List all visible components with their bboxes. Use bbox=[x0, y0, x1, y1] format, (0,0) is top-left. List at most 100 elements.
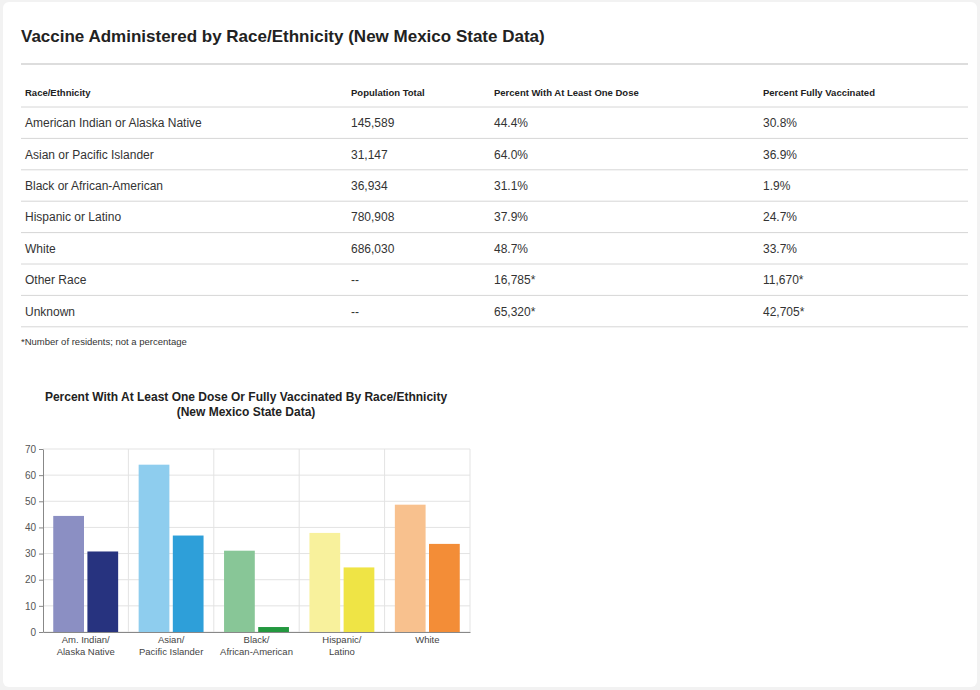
row-rule bbox=[21, 264, 968, 265]
column-header: Population Total bbox=[351, 87, 425, 98]
tick-label: Am. Indian/Alaska Native bbox=[57, 634, 115, 656]
tick-mark bbox=[39, 475, 43, 476]
table-cell: American Indian or Alaska Native bbox=[25, 116, 202, 130]
grid-line-vertical bbox=[128, 449, 129, 632]
table-cell: Unknown bbox=[25, 305, 75, 319]
table-cell: 65,320* bbox=[494, 305, 536, 319]
bars bbox=[53, 465, 460, 632]
axis-line bbox=[44, 632, 471, 633]
bar bbox=[87, 551, 118, 632]
tick-mark bbox=[39, 501, 43, 502]
table-cell: 24.7% bbox=[763, 210, 797, 224]
table-cell: 686,030 bbox=[351, 242, 395, 256]
footnote: *Number of residents; not a percentage bbox=[21, 336, 187, 347]
grid-line-vertical bbox=[213, 449, 214, 632]
table-cell: 30.8% bbox=[763, 116, 797, 130]
table-cell: 42,705* bbox=[763, 305, 805, 319]
row-rule bbox=[21, 107, 968, 108]
tick: Asian/Pacific Islander bbox=[139, 632, 203, 657]
table-cell: -- bbox=[351, 305, 359, 319]
grid-line bbox=[43, 501, 470, 502]
table-cell: 36,934 bbox=[351, 179, 388, 193]
grid-line-vertical bbox=[470, 449, 471, 632]
table-cell: 145,589 bbox=[351, 116, 395, 130]
bar bbox=[224, 551, 255, 632]
table-cell: 64.0% bbox=[494, 148, 528, 162]
tick-label: 30 bbox=[25, 548, 37, 559]
table-cell: Black or African-American bbox=[25, 179, 163, 193]
tick-label: Asian/Pacific Islander bbox=[139, 634, 203, 656]
tick-label: 40 bbox=[25, 522, 37, 533]
tick-mark bbox=[39, 606, 43, 607]
y-axis: 0 10 20 30 40 50 60 70 bbox=[25, 444, 44, 638]
tick-label: 70 bbox=[25, 444, 37, 455]
bar bbox=[139, 465, 170, 632]
chart-title: Percent With At Least One Dose Or Fully … bbox=[45, 390, 448, 419]
column-header: Percent With At Least One Dose bbox=[494, 87, 639, 98]
tick-label: 60 bbox=[25, 470, 37, 481]
tick-mark bbox=[39, 554, 43, 555]
tick: 50 bbox=[25, 496, 43, 507]
tick-label: Hispanic/Latino bbox=[322, 634, 361, 656]
bar bbox=[429, 544, 460, 632]
tick: Am. Indian/Alaska Native bbox=[57, 632, 115, 657]
table-cell: 31,147 bbox=[351, 148, 388, 162]
tick-label: 20 bbox=[25, 574, 37, 585]
tick: White bbox=[415, 632, 439, 645]
table-cell: White bbox=[25, 242, 56, 256]
row-rule bbox=[21, 169, 968, 170]
axis-line bbox=[43, 450, 44, 633]
table-cell: 44.4% bbox=[494, 116, 528, 130]
row-rule bbox=[21, 232, 968, 233]
bar bbox=[173, 536, 204, 632]
row-rule bbox=[21, 201, 968, 202]
bar bbox=[258, 627, 289, 632]
tick: 40 bbox=[25, 522, 43, 533]
tick-mark bbox=[39, 632, 43, 633]
title-rule bbox=[21, 64, 968, 65]
x-axis: Am. Indian/Alaska Native Asian/Pacific Is… bbox=[44, 632, 471, 657]
tick-label: 50 bbox=[25, 496, 37, 507]
tick: 70 bbox=[25, 444, 43, 455]
page: Vaccine Administered by Race/Ethnicity (… bbox=[0, 0, 980, 690]
grid-line-vertical bbox=[384, 449, 385, 632]
row-rule bbox=[21, 138, 968, 139]
table: Race/Ethnicity Population Total Percent Wi… bbox=[21, 87, 968, 347]
tick: 10 bbox=[25, 601, 43, 612]
tick: 20 bbox=[25, 574, 43, 585]
tick: 60 bbox=[25, 470, 43, 481]
table-cell: 11,670* bbox=[763, 273, 804, 287]
tick: 30 bbox=[25, 548, 43, 559]
table-cell: Asian or Pacific Islander bbox=[25, 148, 154, 162]
table-cell: Other Race bbox=[25, 273, 87, 287]
row-rule bbox=[21, 326, 968, 327]
tick-label: 10 bbox=[25, 601, 37, 612]
row-rule bbox=[21, 295, 968, 296]
table-cell: 36.9% bbox=[763, 148, 797, 162]
grid-line bbox=[43, 449, 470, 450]
table-cell: -- bbox=[351, 273, 359, 287]
tick: Hispanic/Latino bbox=[322, 632, 361, 657]
table-cell: 37.9% bbox=[494, 210, 528, 224]
page-title: Vaccine Administered by Race/Ethnicity (… bbox=[21, 27, 545, 46]
table-cell: 16,785* bbox=[494, 273, 536, 287]
card bbox=[3, 2, 977, 687]
bar bbox=[344, 567, 375, 632]
table-cell: 1.9% bbox=[763, 179, 791, 193]
bar bbox=[395, 505, 426, 632]
grid-line bbox=[43, 475, 470, 476]
tick-label: Black/African-American bbox=[220, 634, 293, 656]
grid-line-vertical bbox=[299, 449, 300, 632]
chart: 010203040506070Am. Indian/Alaska NativeA… bbox=[25, 444, 471, 657]
tick-mark bbox=[39, 449, 43, 450]
table-cell: Hispanic or Latino bbox=[25, 210, 121, 224]
table-cell: 48.7% bbox=[494, 242, 528, 256]
grid bbox=[43, 449, 470, 632]
column-header: Race/Ethnicity bbox=[25, 87, 91, 98]
tick: 0 bbox=[30, 627, 43, 638]
tick-label: White bbox=[415, 634, 439, 645]
tick-mark bbox=[39, 527, 43, 528]
bar bbox=[53, 516, 84, 632]
tick-label: 0 bbox=[30, 627, 36, 638]
table-cell: 31.1% bbox=[494, 179, 528, 193]
